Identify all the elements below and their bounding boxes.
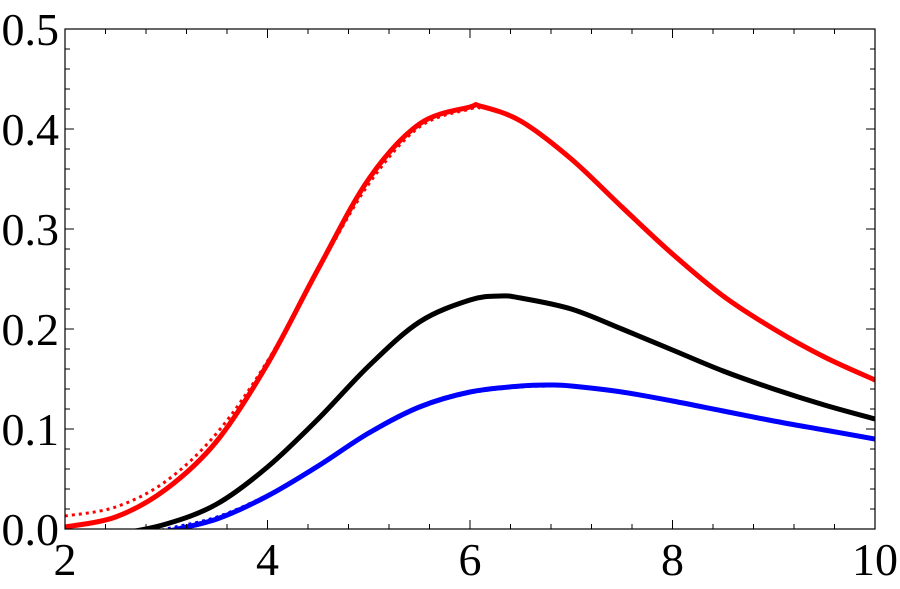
- series-line-4: [167, 382, 875, 529]
- y-tick-label: 0.1: [2, 404, 60, 455]
- plot-frame: [64, 28, 876, 530]
- y-tick-label: 0.3: [2, 204, 60, 255]
- series-line-1: [65, 102, 875, 529]
- y-tick-label: 0.2: [2, 304, 60, 355]
- y-tick-label: 0.4: [2, 104, 60, 155]
- y-tick-label: 0.0: [2, 504, 60, 555]
- x-tick-label: 4: [256, 534, 279, 585]
- series-line-5-dotted: [159, 384, 552, 529]
- series-line-3: [131, 293, 875, 529]
- x-tick-label: 8: [661, 534, 684, 585]
- x-tick-label: 10: [852, 534, 898, 585]
- y-tick-label: 0.5: [2, 4, 60, 55]
- x-tick-label: 6: [459, 534, 482, 585]
- series-line-2-dotted: [65, 105, 481, 518]
- x-tick-label: 2: [54, 534, 77, 585]
